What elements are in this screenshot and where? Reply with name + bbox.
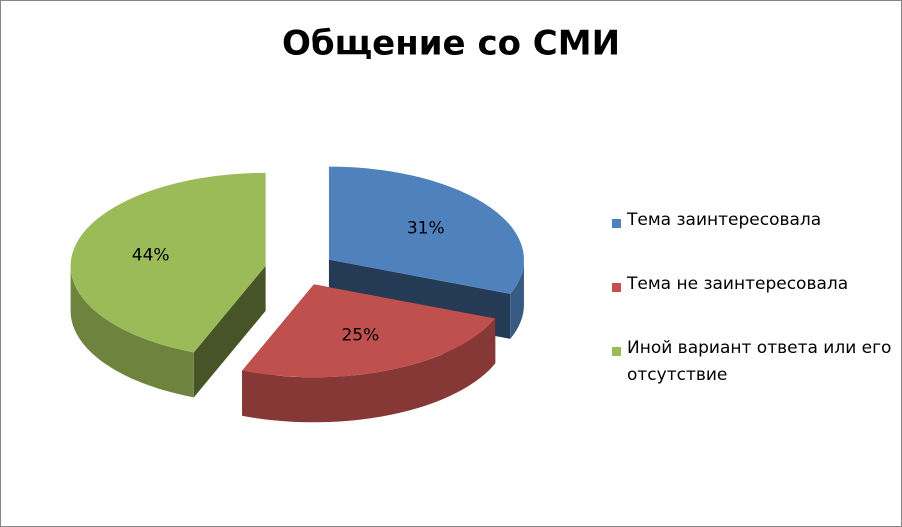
legend-label: Тема заинтересовала (627, 210, 822, 230)
slice (328, 166, 524, 294)
data-label: 31% (407, 218, 445, 238)
slice (70, 172, 266, 353)
slice-wall (510, 259, 524, 339)
slice-wall (70, 265, 194, 398)
data-label: 44% (132, 245, 170, 265)
slice (242, 284, 496, 378)
legend-item: Иной вариант ответа или его отсутствие (612, 338, 897, 389)
legend-swatch (612, 283, 621, 292)
legend-item: Тема заинтересовала (612, 210, 897, 234)
slice-side (193, 265, 266, 398)
chart-title: Общение со СМИ (282, 24, 620, 64)
legend-swatch (612, 347, 621, 356)
legend-label: Иной вариант ответа или его отсутствие (627, 338, 892, 385)
legend-label: Тема не заинтересовала (627, 274, 849, 294)
slice-wall (242, 318, 496, 423)
data-label: 25% (341, 326, 379, 346)
legend-swatch (612, 219, 621, 228)
legend-item: Тема не заинтересовала (612, 274, 897, 298)
